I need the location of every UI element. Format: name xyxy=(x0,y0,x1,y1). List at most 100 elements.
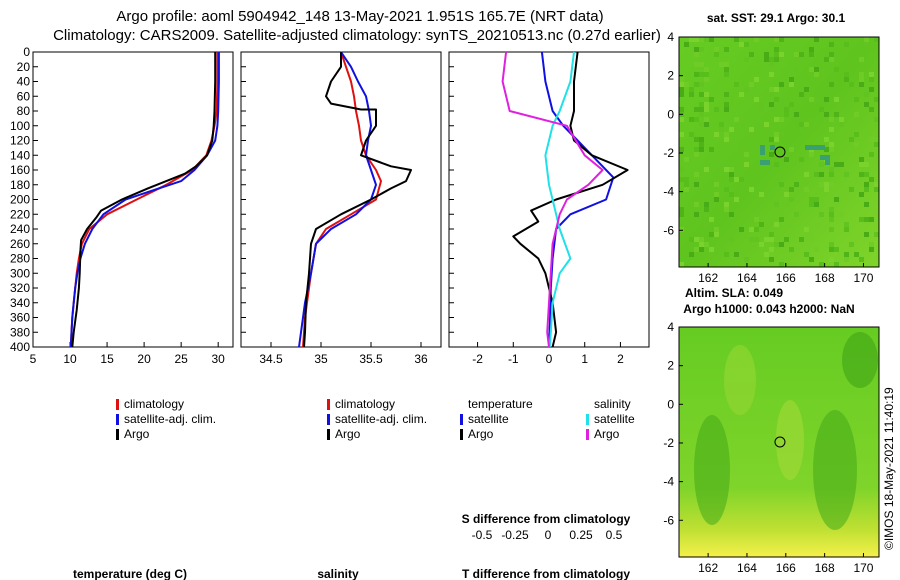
sst-pixel xyxy=(729,172,734,177)
sst-pixel xyxy=(769,237,774,242)
sst-pixel xyxy=(699,47,704,52)
salinity-panel xyxy=(240,51,442,348)
sst-pixel xyxy=(869,87,874,92)
sst-pixel xyxy=(824,137,829,142)
chart-title-line1: Argo profile: aoml 5904942_148 13-May-20… xyxy=(116,8,603,25)
y-tick-label: 120 xyxy=(10,134,30,148)
sst-pixel xyxy=(829,172,834,177)
sst-pixel xyxy=(749,237,754,242)
sst-pixel xyxy=(774,37,779,42)
map-x-tick-label: 162 xyxy=(698,561,718,575)
sst-pixel xyxy=(729,212,734,217)
sst-pixel xyxy=(854,132,859,137)
sst-pixel xyxy=(734,117,739,122)
map-x-tick-label: 166 xyxy=(776,561,796,575)
sst-pixel xyxy=(829,57,834,62)
map-y-tick-label: -2 xyxy=(663,436,674,450)
x2-tick-label: -0.25 xyxy=(501,528,529,542)
sst-pixel xyxy=(869,247,874,252)
series-line-argo xyxy=(303,52,412,348)
sst-pixel xyxy=(779,82,784,87)
sst-pixel xyxy=(809,197,814,202)
sst-pixel xyxy=(859,82,864,87)
sst-pixel xyxy=(709,197,714,202)
sst-pixel xyxy=(844,172,849,177)
sst-pixel xyxy=(729,192,734,197)
sst-pixel xyxy=(759,242,764,247)
sst-pixel xyxy=(874,37,879,42)
sst-pixel xyxy=(724,252,729,257)
x-tick-label: 36 xyxy=(414,352,428,366)
sla-blob xyxy=(694,415,730,525)
sst-pixel xyxy=(819,182,824,187)
sst-pixel xyxy=(679,82,684,87)
sst-pixel xyxy=(814,67,819,72)
sst-pixel xyxy=(874,187,879,192)
sst-pixel xyxy=(809,117,814,122)
sst-pixel xyxy=(864,217,869,222)
sst-pixel xyxy=(829,42,834,47)
sst-pixel xyxy=(704,202,709,207)
sst-pixel xyxy=(859,192,864,197)
sla-blob xyxy=(842,332,878,388)
sst-pixel xyxy=(774,137,779,142)
sst-pixel xyxy=(799,52,804,57)
sst-pixel xyxy=(689,37,694,42)
sst-pixel xyxy=(744,87,749,92)
map-x-tick-label: 168 xyxy=(815,561,835,575)
sst-pixel xyxy=(829,167,834,172)
sst-pixel xyxy=(684,187,689,192)
sst-pixel xyxy=(709,97,714,102)
sst-pixel xyxy=(784,192,789,197)
sst-pixel xyxy=(679,87,684,92)
sst-pixel xyxy=(874,97,879,102)
sst-pixel xyxy=(769,62,774,67)
map-y-tick-label: 2 xyxy=(667,359,674,373)
sst-pixel xyxy=(769,137,774,142)
legend-label-s-satellite: satellite xyxy=(594,412,635,426)
sst-pixel xyxy=(765,160,770,165)
sst-pixel xyxy=(684,42,689,47)
legend-swatch-s-argo xyxy=(586,429,589,440)
sst-pixel xyxy=(779,52,784,57)
sst-pixel xyxy=(699,112,704,117)
sst-pixel xyxy=(859,72,864,77)
sst-pixel xyxy=(814,72,819,77)
x2-tick-label: 0 xyxy=(545,528,552,542)
sst-pixel xyxy=(809,257,814,262)
sst-pixel xyxy=(754,77,759,82)
sst-pixel xyxy=(834,112,839,117)
sst-pixel xyxy=(834,262,839,267)
series-line-s-argo xyxy=(501,51,604,348)
sst-pixel xyxy=(794,182,799,187)
sst-pixel xyxy=(824,182,829,187)
sst-map-axes: 162 164 166 168 170 4 2 0 -2 -4 -6 xyxy=(663,30,873,285)
sst-pixel xyxy=(805,145,810,150)
sst-pixel xyxy=(689,252,694,257)
map-x-tick-label: 166 xyxy=(776,271,796,285)
sst-pixel xyxy=(864,102,869,107)
sst-pixel xyxy=(829,52,834,57)
sst-pixel xyxy=(704,77,709,82)
sst-pixel xyxy=(694,117,699,122)
sst-pixel xyxy=(814,37,819,42)
sst-pixel xyxy=(679,207,684,212)
sst-pixel xyxy=(714,182,719,187)
sst-pixel xyxy=(704,102,709,107)
sst-pixel xyxy=(739,227,744,232)
sst-pixel xyxy=(679,212,684,217)
sst-pixel xyxy=(789,102,794,107)
legend-swatch-satellite xyxy=(116,414,119,425)
sst-pixel xyxy=(734,197,739,202)
sst-pixel xyxy=(760,160,765,165)
sst-pixel xyxy=(799,127,804,132)
sst-pixel xyxy=(770,145,775,150)
sst-pixel xyxy=(864,202,869,207)
sst-pixel xyxy=(814,197,819,202)
sst-pixel xyxy=(744,162,749,167)
sst-pixel xyxy=(769,57,774,62)
sst-pixel xyxy=(869,77,874,82)
sst-pixel xyxy=(829,207,834,212)
sst-pixel xyxy=(874,142,879,147)
